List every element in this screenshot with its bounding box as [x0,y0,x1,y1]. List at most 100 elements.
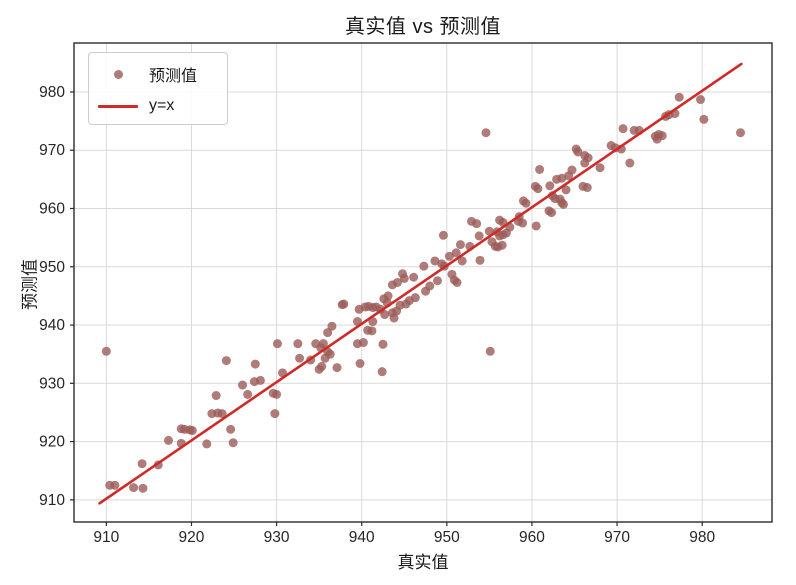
scatter-point [419,261,429,271]
y-tick-label: 930 [39,375,65,392]
identity-line [98,62,743,505]
scatter-point [332,363,342,373]
legend-label-predicted: 预测值 [149,68,198,85]
scatter-point [545,181,555,191]
scatter-point [432,276,442,286]
scatter-point [618,124,628,134]
scatter-point [383,291,393,301]
scatter-point [389,313,399,323]
y-tick-label: 910 [39,492,65,509]
scatter-point [243,389,253,399]
scatter-point [187,426,197,436]
scatter-point [404,296,414,306]
scatter-point [129,483,139,493]
scatter-point [475,255,485,265]
scatter-point [425,281,435,291]
scatter-point [452,278,462,287]
scatter-point [217,409,227,419]
scatter-point [567,165,577,175]
scatter-point [320,353,330,363]
scatter-point [295,353,305,363]
scatter-point [358,338,368,348]
scatter-point [438,230,448,240]
scatter-point [250,359,260,369]
legend: 预测值 y=x [88,52,228,125]
x-tick-label: 980 [689,529,715,546]
scatter-point [163,435,173,445]
scatter-point [272,339,282,349]
x-tick-label: 930 [264,529,290,546]
scatter-point [323,328,333,338]
x-tick-label: 920 [179,529,205,546]
scatter-point [558,199,568,209]
scatter-point [652,134,662,144]
scatter-point [547,208,557,218]
scatter-point [580,158,590,168]
scatter-point [137,459,147,469]
axes-border [73,42,773,523]
scatter-point [327,321,337,331]
scatter-point [625,158,635,168]
scatter-point [481,128,491,138]
scatter-point [695,95,705,105]
x-tick-label: 970 [604,529,630,546]
scatter-point [451,248,461,258]
scatter-point [521,198,531,208]
scatter-point [270,409,280,419]
scatter-point [367,326,377,336]
x-tick-label: 960 [519,529,545,546]
scatter-point [561,185,571,195]
scatter-point [293,339,303,349]
legend-item-predicted: 预测值 [97,62,219,86]
y-tick-label: 950 [39,259,65,276]
line-sample-icon [98,104,138,108]
scatter-point [255,375,265,385]
scatter-point [457,256,467,266]
scatter-point [392,278,402,287]
scatter-point [699,114,709,124]
scatter-point [355,358,365,368]
scatter-point [595,163,605,173]
scatter-point [409,272,419,282]
scatter-point [226,424,236,434]
scatter-point [238,380,248,390]
legend-label-identity: y=x [149,97,175,114]
line-marker-icon [97,104,139,108]
scatter-point [380,310,390,320]
scatter-point [736,128,746,138]
x-tick-label: 940 [349,529,375,546]
x-tick-label: 950 [434,529,460,546]
scatter-point [221,356,231,366]
x-axis-label: 真实值 [397,553,449,572]
legend-item-identity-line: y=x [97,97,219,115]
scatter-marker-icon [97,69,139,79]
scatter-point [138,483,148,493]
scatter-point [533,184,543,194]
scatter-dot-icon [113,69,123,79]
y-tick-label: 980 [39,84,65,101]
scatter-point [444,251,454,261]
scatter-point [485,346,495,356]
chart-title: 真实值 vs 预测值 [344,16,502,38]
scatter-point [399,273,409,283]
scatter-point [573,147,583,157]
scatter-point [339,299,349,309]
scatter-point [582,183,592,193]
scatter-point [318,339,328,349]
scatter-point [497,240,507,250]
scatter-point [377,367,387,377]
y-tick-label: 940 [39,317,65,334]
scatter-point [474,231,484,241]
scatter-point [674,92,684,102]
y-tick-label: 970 [39,142,65,159]
scatter-point [202,439,212,449]
scatter-point [557,173,567,183]
y-tick-label: 920 [39,434,65,451]
scatter-point [378,339,388,349]
scatter-point [110,480,120,490]
scatter-point [472,219,482,229]
scatter-point [531,221,541,231]
scatter-point [314,364,324,374]
